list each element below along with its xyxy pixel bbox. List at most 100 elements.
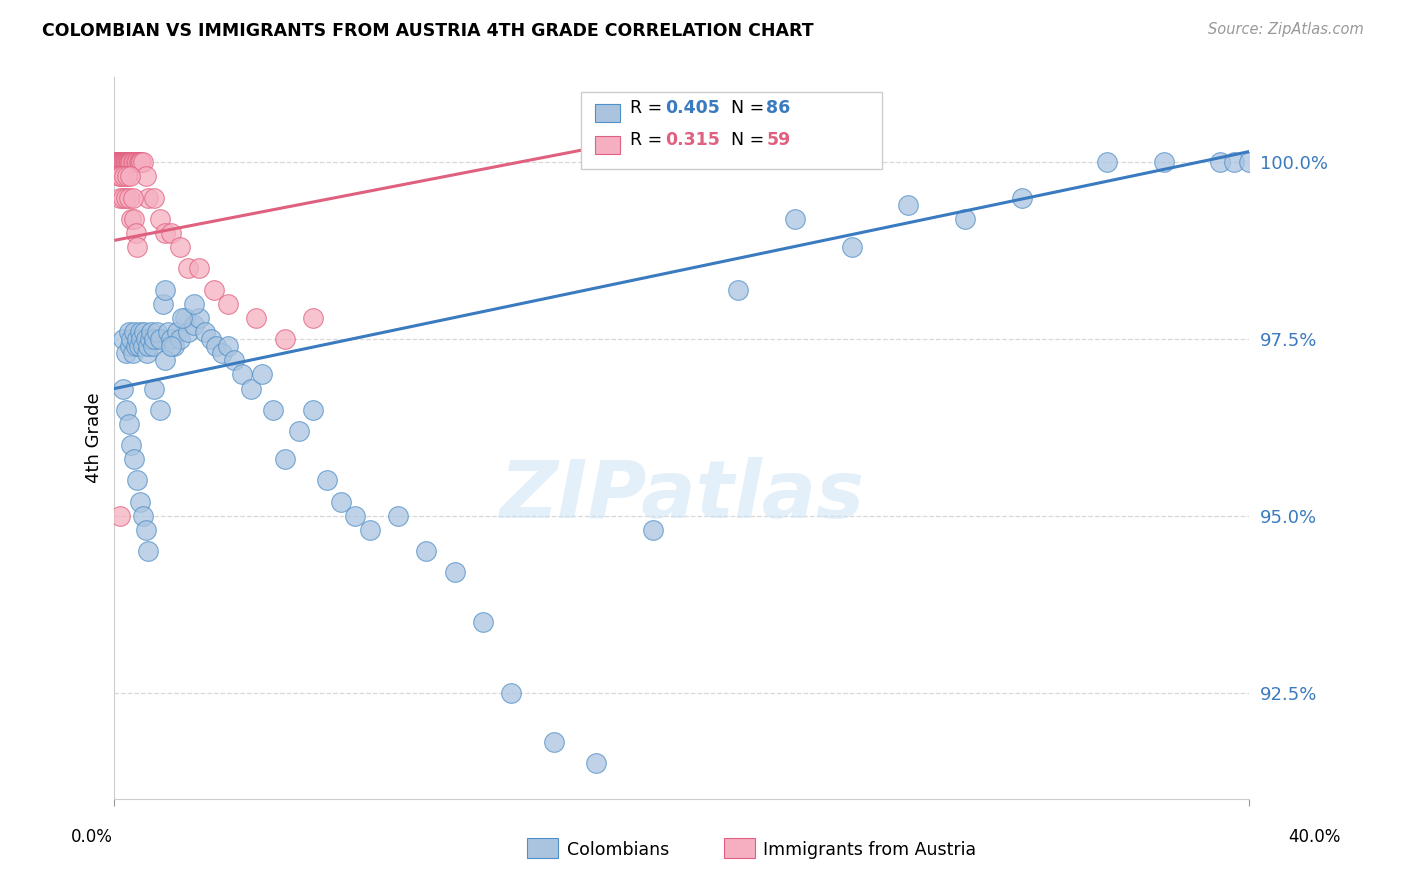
Point xyxy=(136,346,159,360)
Point xyxy=(472,615,495,629)
Point xyxy=(160,226,183,240)
Point xyxy=(262,402,284,417)
Point xyxy=(114,155,136,169)
Point xyxy=(131,332,153,346)
Point xyxy=(231,368,253,382)
Point xyxy=(166,325,188,339)
Point xyxy=(149,211,172,226)
Point xyxy=(129,494,152,508)
Point xyxy=(112,155,135,169)
Point xyxy=(122,325,145,339)
Point xyxy=(585,756,607,771)
Point xyxy=(121,155,143,169)
Point xyxy=(160,339,183,353)
Text: Colombians: Colombians xyxy=(567,840,669,858)
Point xyxy=(155,226,177,240)
Point xyxy=(112,169,135,184)
Point xyxy=(302,310,325,325)
Point xyxy=(114,346,136,360)
Text: N =: N = xyxy=(731,131,770,149)
Text: 40.0%: 40.0% xyxy=(1288,828,1341,846)
Point xyxy=(273,452,295,467)
Legend:  xyxy=(1230,85,1241,95)
Point xyxy=(115,155,138,169)
Point xyxy=(115,155,138,169)
Point xyxy=(129,325,152,339)
Point xyxy=(273,332,295,346)
Point xyxy=(217,339,239,353)
Point xyxy=(120,211,142,226)
Text: 0.405: 0.405 xyxy=(665,99,720,117)
Point xyxy=(302,402,325,417)
Point xyxy=(138,544,160,558)
Point xyxy=(543,735,565,749)
Point xyxy=(114,402,136,417)
Point xyxy=(183,318,205,332)
Point xyxy=(139,332,162,346)
Point xyxy=(287,424,309,438)
Point xyxy=(194,325,217,339)
Point xyxy=(160,332,183,346)
Text: ZIPatlas: ZIPatlas xyxy=(499,457,865,535)
Point xyxy=(783,211,806,226)
Point xyxy=(443,566,465,580)
Point xyxy=(138,191,160,205)
Point xyxy=(105,155,128,169)
Point xyxy=(132,508,155,523)
Point xyxy=(143,332,166,346)
Point xyxy=(501,685,523,699)
Point xyxy=(727,283,749,297)
Text: R =: R = xyxy=(630,131,668,149)
Text: COLOMBIAN VS IMMIGRANTS FROM AUSTRIA 4TH GRADE CORRELATION CHART: COLOMBIAN VS IMMIGRANTS FROM AUSTRIA 4TH… xyxy=(42,22,814,40)
Point xyxy=(155,353,177,368)
Point xyxy=(131,155,153,169)
Point xyxy=(143,382,166,396)
Point xyxy=(128,339,150,353)
Point xyxy=(217,296,239,310)
Point xyxy=(169,240,191,254)
Text: N =: N = xyxy=(731,99,770,117)
Point xyxy=(105,155,128,169)
Point xyxy=(1237,155,1260,169)
Point xyxy=(121,346,143,360)
Point xyxy=(205,339,228,353)
Point xyxy=(188,261,211,276)
Point xyxy=(250,368,273,382)
Point xyxy=(118,169,141,184)
Point xyxy=(149,402,172,417)
Text: Source: ZipAtlas.com: Source: ZipAtlas.com xyxy=(1208,22,1364,37)
Point xyxy=(115,169,138,184)
Point xyxy=(110,169,132,184)
Point xyxy=(359,523,381,537)
Point xyxy=(387,508,409,523)
Point xyxy=(127,155,149,169)
Text: Immigrants from Austria: Immigrants from Austria xyxy=(763,840,977,858)
Point xyxy=(177,261,200,276)
Point xyxy=(135,523,157,537)
Point xyxy=(1011,191,1033,205)
Point xyxy=(174,310,197,325)
Point xyxy=(111,382,134,396)
Point xyxy=(118,339,141,353)
Point xyxy=(120,332,142,346)
Point xyxy=(117,155,139,169)
Point xyxy=(344,508,367,523)
Point xyxy=(111,155,134,169)
Point xyxy=(122,155,145,169)
Point xyxy=(111,155,134,169)
Point xyxy=(152,296,174,310)
Point xyxy=(121,191,143,205)
Point xyxy=(120,438,142,452)
Point xyxy=(129,155,152,169)
Point xyxy=(111,191,134,205)
Point xyxy=(188,310,211,325)
Text: 0.315: 0.315 xyxy=(665,131,720,149)
Point xyxy=(138,339,160,353)
Point xyxy=(316,474,339,488)
Point xyxy=(107,155,129,169)
Point xyxy=(108,191,131,205)
Point xyxy=(172,310,194,325)
Point xyxy=(239,382,262,396)
Point xyxy=(108,508,131,523)
Text: 59: 59 xyxy=(766,131,790,149)
